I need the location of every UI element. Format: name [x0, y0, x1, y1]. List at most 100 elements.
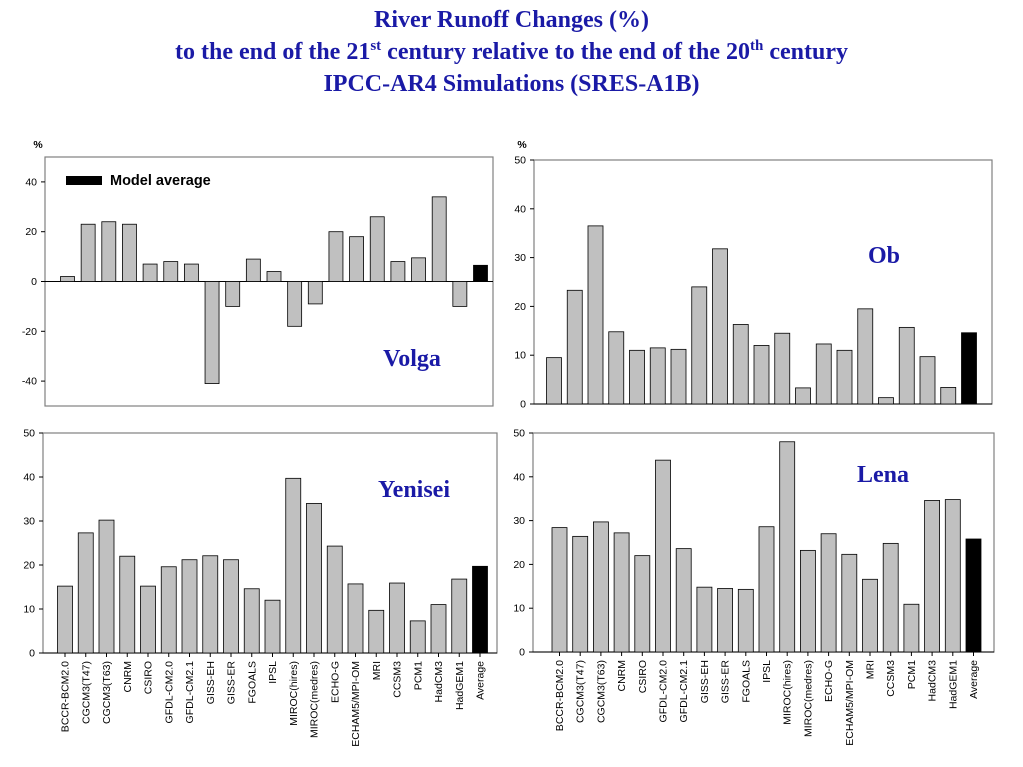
bar [593, 521, 609, 653]
y-tick-label: 50 [513, 428, 525, 440]
bar [431, 196, 447, 282]
bar [160, 566, 177, 654]
x-tick-label: ECHAM5/MPI-OM [844, 660, 856, 746]
bar [903, 603, 920, 653]
x-tick-label: MRI [371, 661, 383, 680]
bar [287, 281, 303, 327]
bar [546, 357, 562, 405]
y-tick-label: 0 [520, 399, 526, 411]
x-tick-label: GISS-EH [205, 661, 217, 704]
bar [389, 582, 405, 654]
bar [369, 216, 385, 282]
x-tick-label: CNRM [616, 660, 628, 692]
x-tick-label: CNRM [122, 661, 134, 693]
bar-average [472, 565, 488, 654]
bar [857, 308, 874, 405]
bar [122, 223, 137, 282]
bar [368, 609, 385, 654]
bar [675, 548, 692, 653]
y-tick-label: 40 [25, 176, 37, 188]
x-tick-label: IPSL [761, 660, 773, 683]
legend-swatch [66, 176, 102, 185]
x-tick-label: FGOALS [740, 660, 752, 703]
bar [862, 578, 878, 653]
bar [142, 263, 158, 282]
x-tick-label: CGCM3(T47) [80, 661, 92, 724]
bar [572, 535, 589, 653]
y-tick-label: 30 [514, 252, 526, 264]
bar-average [965, 538, 982, 653]
chart-volga: -40 -20 0 20 40 Volga% Model average [22, 139, 494, 407]
chart-lena: 0 10 20 30 40 50 BCCR-BCM2.0 CGCM3(T47) CGCM3(T6… [513, 428, 995, 746]
bar [349, 236, 365, 282]
title-line-3: IPCC-AR4 Simulations (SRES-A1B) [323, 71, 700, 97]
bar [163, 261, 179, 282]
x-tick-label: CSIRO [637, 660, 649, 693]
bar [898, 326, 915, 405]
bar [202, 555, 219, 654]
y-tick-label: 50 [514, 155, 526, 167]
bar [204, 281, 220, 384]
bar [57, 585, 73, 654]
bar [285, 477, 302, 654]
x-tick-label: Average [475, 661, 487, 700]
x-tick-label: HadGEM1 [454, 661, 466, 710]
bar [452, 281, 468, 307]
bar [183, 263, 199, 282]
title-line-2-part-a: to the end of the 21 [175, 39, 371, 65]
bar [836, 349, 853, 405]
panel-label-ob: Ob [868, 243, 900, 269]
x-tick-label: HadCM3 [433, 661, 445, 703]
x-tick-label: GFDL-CM2.1 [184, 661, 196, 724]
y-tick-label: 40 [23, 472, 35, 484]
x-tick-label: HadGEM1 [947, 660, 959, 709]
x-tick-label: PCM1 [412, 661, 424, 690]
bar [629, 349, 645, 405]
bar [670, 348, 687, 405]
x-tick-label: ECHO-G [329, 661, 341, 703]
legend-label: Model average [110, 173, 211, 189]
panel-label-yenisei: Yenisei [378, 477, 450, 503]
bar [712, 248, 728, 405]
bar [411, 257, 426, 282]
bar [882, 542, 899, 653]
bar [80, 223, 96, 282]
bar [758, 526, 775, 653]
x-tick-label: MIROC(hires) [782, 660, 794, 725]
x-tick-label: GFDL-CM2.0 [163, 661, 175, 724]
y-tick-label: 30 [23, 516, 35, 528]
bar [717, 588, 733, 653]
y-tick-label: 50 [23, 428, 35, 440]
bar [815, 343, 832, 405]
chart-ob: 0 10 20 30 40 50 Ob% [514, 139, 993, 411]
x-tick-label: MIROC(medres) [309, 661, 321, 738]
bar [944, 499, 961, 653]
bar [60, 276, 75, 282]
y-tick-label: 20 [513, 559, 525, 571]
y-tick-label: 0 [31, 276, 37, 288]
bar [795, 387, 811, 405]
bar [306, 502, 322, 654]
y-tick-label: 20 [23, 560, 35, 572]
x-tick-label: GISS-ER [226, 661, 238, 705]
x-tick-label: CCSM3 [885, 660, 897, 697]
x-tick-label: BCCR-BCM2.0 [554, 660, 566, 731]
bar [140, 585, 156, 654]
bar [98, 519, 115, 654]
bar [841, 553, 858, 653]
y-tick-label: 0 [29, 648, 35, 660]
panel-label-volga: Volga [383, 346, 441, 372]
y-tick-label: 20 [25, 226, 37, 238]
y-tick-label: 10 [514, 350, 526, 362]
bar [181, 559, 198, 654]
bar [326, 545, 343, 654]
y-tick-label: 40 [514, 203, 526, 215]
bar [649, 347, 666, 405]
bar [613, 532, 630, 653]
x-tick-label: CSIRO [143, 661, 155, 694]
bar [328, 231, 344, 282]
bar [732, 324, 749, 405]
bar [225, 281, 241, 307]
y-tick-label: 20 [514, 301, 526, 313]
